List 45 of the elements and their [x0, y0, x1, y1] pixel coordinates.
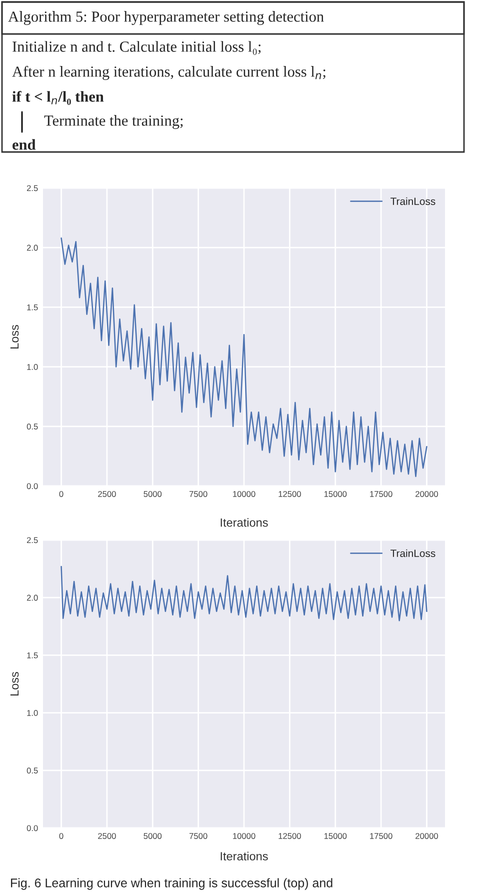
- x-tick-label: 20000: [416, 833, 438, 839]
- text: Terminate the training;: [44, 115, 183, 129]
- x-tick-label: 2500: [98, 491, 116, 497]
- x-tick-label: 0: [59, 491, 64, 497]
- y-tick-label: 0.0: [26, 825, 38, 832]
- x-tick-label: 12500: [278, 491, 301, 497]
- x-tick-label: 17500: [370, 491, 392, 497]
- text: end: [12, 139, 36, 150]
- x-tick-label: 2500: [98, 833, 116, 839]
- x-tick-label: 5000: [144, 491, 162, 497]
- text: Initialize n and t. Calculate initial loss l₀;: [12, 41, 261, 55]
- x-tick-label: 0: [59, 833, 64, 839]
- x-tick-label: 15000: [324, 491, 347, 497]
- x-tick-label: 15000: [324, 833, 347, 839]
- legend-label: TrainLoss: [390, 549, 436, 558]
- y-tick-label: 1.0: [27, 364, 38, 370]
- x-tick-label: 7500: [189, 491, 208, 497]
- x-tick-label: 12500: [278, 833, 301, 839]
- x-tick-label: 17500: [370, 833, 392, 839]
- x-tick-label: 10000: [233, 491, 256, 497]
- x-axis-title: Iterations: [220, 518, 268, 527]
- y-tick-label: 1.5: [27, 652, 38, 658]
- line-series: [60, 237, 428, 478]
- y-tick-label: 0.5: [26, 424, 38, 430]
- y-tick-label: 0.0: [26, 483, 38, 490]
- y-tick-label: 2.5: [26, 185, 38, 192]
- legend-label: TrainLoss: [390, 197, 436, 206]
- y-tick-label: 2.0: [26, 244, 38, 251]
- line-series: [60, 566, 428, 622]
- x-tick-label: 7500: [189, 833, 208, 839]
- y-tick-label: 0.5: [26, 768, 38, 774]
- caption: Fig. 6 Learning curve when training is successful (top) and: [11, 878, 332, 890]
- y-tick-label: 1.5: [27, 304, 38, 310]
- y-tick-label: 2.0: [26, 594, 38, 601]
- text: After n learning iterations, calculate current loss l$_{n}$;: [12, 66, 326, 80]
- y-axis-title: Loss: [10, 324, 19, 348]
- y-tick-label: 1.0: [27, 710, 38, 716]
- text: Algorithm 5: Poor hyperparameter setting detection: [8, 11, 324, 25]
- x-tick-label: 10000: [233, 833, 256, 839]
- y-axis-title: Loss: [10, 672, 19, 696]
- x-axis-title: Iterations: [220, 852, 268, 860]
- x-tick-label: 20000: [416, 491, 438, 497]
- text: if t < l$_{n}$/l₀ then: [12, 90, 104, 105]
- y-tick-label: 2.5: [26, 537, 38, 544]
- x-tick-label: 5000: [144, 833, 162, 839]
